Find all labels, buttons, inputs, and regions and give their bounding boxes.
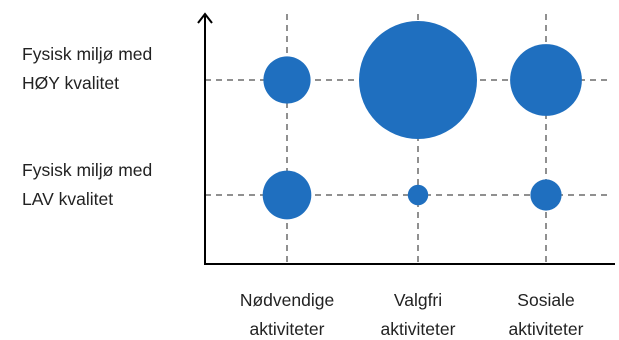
x-tick-label-line: Sosiale bbox=[517, 290, 574, 310]
x-tick-label-line: Nødvendige bbox=[240, 290, 334, 310]
axes bbox=[197, 12, 615, 265]
bubble-high-col2 bbox=[359, 21, 477, 139]
y-tick-label-line: LAV kvalitet bbox=[22, 189, 113, 209]
x-tick-label-line: aktiviteter bbox=[381, 319, 456, 339]
x-tick-label-line: aktiviteter bbox=[250, 319, 325, 339]
x-tick-label-2: Valgfri aktiviteter bbox=[381, 290, 456, 339]
x-tick-label-line: Valgfri bbox=[394, 290, 442, 310]
x-tick-label-3: Sosiale aktiviteter bbox=[509, 290, 584, 339]
bubble-low-col3 bbox=[530, 179, 562, 211]
bubble-high-col3 bbox=[510, 44, 582, 116]
y-tick-label-1: Fysisk miljø med HØY kvalitet bbox=[22, 44, 152, 93]
bubbles bbox=[262, 21, 582, 220]
y-tick-label-line: HØY kvalitet bbox=[22, 73, 119, 93]
bubble-high-col1 bbox=[263, 56, 311, 104]
x-tick-label-line: aktiviteter bbox=[509, 319, 584, 339]
y-tick-label-2: Fysisk miljø med LAV kvalitet bbox=[22, 160, 152, 209]
bubble-low-col1 bbox=[262, 170, 312, 220]
y-tick-label-line: Fysisk miljø med bbox=[22, 44, 152, 64]
x-tick-label-1: Nødvendige aktiviteter bbox=[240, 290, 334, 339]
y-axis-arrow bbox=[197, 12, 213, 24]
y-tick-label-line: Fysisk miljø med bbox=[22, 160, 152, 180]
bubble-low-col2 bbox=[407, 184, 429, 206]
